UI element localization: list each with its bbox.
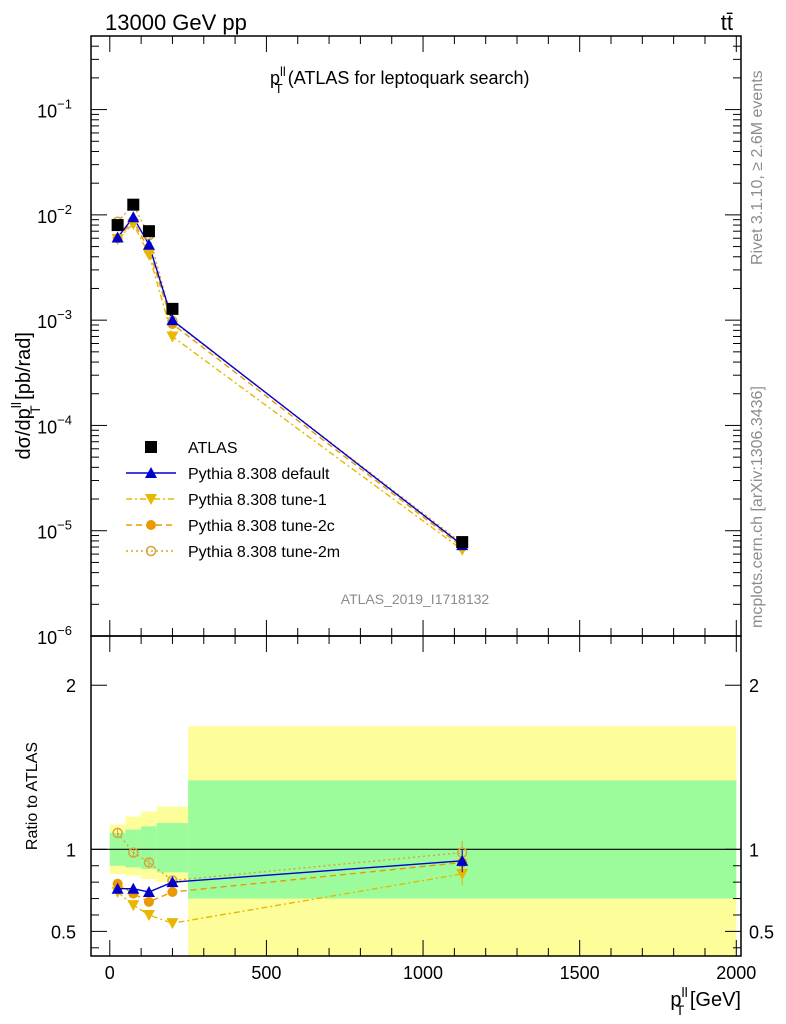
title-sup: ll bbox=[280, 64, 286, 79]
ratio-ytick-label-right: 2 bbox=[749, 676, 759, 696]
ratio-line-4 bbox=[117, 832, 463, 882]
ratio-point-2-1 bbox=[127, 900, 140, 912]
ratio-ytick-label-left: 2 bbox=[66, 676, 76, 696]
xlabel-sup: ll bbox=[682, 984, 688, 1000]
header-right: tt̄ bbox=[721, 10, 733, 35]
xlabel: pll T [GeV] bbox=[670, 984, 741, 1018]
ratio-plot-frame bbox=[90, 635, 742, 957]
ylabel-b: [pb/rad] bbox=[13, 332, 35, 405]
ratio-plot-area bbox=[91, 726, 741, 956]
ylabel-sup: ll bbox=[8, 402, 24, 408]
ratio-plot-marks bbox=[111, 827, 469, 930]
legend-marker-1 bbox=[145, 467, 157, 478]
mcplots-label: mcplots.cern.ch [arXiv:1306.3436] bbox=[749, 386, 766, 628]
xtick-label: 0 bbox=[105, 963, 115, 983]
ratio-point-2-2 bbox=[142, 909, 155, 921]
series-1-point-2 bbox=[142, 238, 155, 250]
legend-label-3: Pythia 8.308 tune-2c bbox=[188, 518, 335, 535]
ratio-ytick-label-right: 1 bbox=[749, 840, 759, 860]
ratio-point-1-0 bbox=[111, 882, 124, 894]
ratio-ytick-label-left: 0.5 bbox=[51, 922, 76, 942]
main-ytick-label: 10−2 bbox=[37, 202, 72, 227]
ratio-ytick-label-left: 1 bbox=[66, 840, 76, 860]
series-line-3 bbox=[117, 219, 463, 548]
legend-label-2: Pythia 8.308 tune-1 bbox=[188, 492, 327, 509]
legend-label-0: ATLAS bbox=[188, 440, 238, 457]
ratio-point-4-1 bbox=[128, 847, 139, 858]
legend-marker-0 bbox=[145, 441, 157, 453]
ratio-point-2-4 bbox=[456, 868, 469, 880]
ratio-point-1-3 bbox=[166, 876, 179, 888]
title-sub: T bbox=[275, 81, 283, 96]
ratio-line-3 bbox=[117, 861, 463, 903]
main-ytick-label: 10−4 bbox=[37, 412, 72, 437]
ratio-point-1-1 bbox=[127, 882, 140, 894]
main-ytick-label: 10−3 bbox=[37, 307, 72, 332]
main-axes: 10−6 10−5 10−4 10−3 10−2 10−1 bbox=[37, 35, 741, 648]
ratio-ylabel: Ratio to ATLAS bbox=[24, 742, 41, 850]
ratio-point-3-2 bbox=[143, 896, 154, 907]
series-0-point-0 bbox=[111, 219, 124, 232]
ylabel-a: dσ/dp bbox=[13, 408, 35, 459]
ratio-point-4-0 bbox=[112, 827, 123, 839]
legend-label-4: Pythia 8.308 tune-2m bbox=[188, 544, 340, 561]
xtick-label: 2000 bbox=[716, 963, 756, 983]
ratio-point-3-3 bbox=[167, 887, 178, 897]
legend: ATLAS Pythia 8.308 default Pythia 8.308 tu… bbox=[126, 440, 340, 561]
series-0-point-2 bbox=[142, 225, 155, 238]
main-title: pll T (ATLAS for leptoquark search) bbox=[270, 64, 530, 96]
series-1-point-0 bbox=[111, 231, 124, 243]
band-inner-2 bbox=[141, 826, 157, 870]
title-p: p bbox=[270, 68, 280, 88]
main-ytick-label: 10−6 bbox=[37, 623, 72, 648]
series-0-point-4 bbox=[456, 536, 469, 549]
ratio-point-4-2 bbox=[143, 857, 155, 868]
xtick-label: 500 bbox=[251, 963, 281, 983]
legend-marker-3 bbox=[146, 520, 156, 530]
main-ytick-label: 10−1 bbox=[37, 97, 72, 122]
rivet-label: Rivet 3.1.10, ≥ 2.6M events bbox=[749, 70, 766, 265]
ratio-ytick-label-right: 0.5 bbox=[749, 922, 774, 942]
series-1-point-1 bbox=[127, 211, 140, 223]
header-left: 13000 GeV pp bbox=[105, 10, 247, 35]
legend-marker-2 bbox=[145, 494, 157, 505]
series-1-point-3 bbox=[166, 314, 179, 326]
main-plot-marks bbox=[111, 198, 469, 556]
series-2-point-2 bbox=[142, 249, 155, 261]
xlabel-a: p bbox=[670, 989, 681, 1011]
legend-label-1: Pythia 8.308 default bbox=[188, 466, 330, 483]
title-rest: (ATLAS for leptoquark search) bbox=[283, 68, 530, 88]
analysis-watermark: ATLAS_2019_I1718132 bbox=[341, 591, 490, 607]
series-0-point-3 bbox=[166, 302, 179, 315]
xlabel-b: [GeV] bbox=[684, 989, 741, 1011]
xtick-label: 1000 bbox=[403, 963, 443, 983]
ratio-point-2-3 bbox=[166, 918, 179, 930]
series-2-point-3 bbox=[166, 331, 179, 343]
ratio-axes: 0.5 0.5 1 1 2 2 0 500 1000 1500 2000 bbox=[51, 636, 774, 983]
band-inner-3 bbox=[156, 823, 189, 873]
ratio-point-1-2 bbox=[142, 886, 155, 897]
ratio-point-1-4 bbox=[456, 854, 469, 866]
legend-marker-4 bbox=[145, 545, 157, 557]
ylabel-sub: T bbox=[27, 405, 43, 414]
main-ylabel: dσ/dpllT [pb/rad] bbox=[8, 332, 43, 459]
xlabel-sub: T bbox=[676, 1002, 685, 1018]
xtick-label: 1500 bbox=[560, 963, 600, 983]
main-ytick-label: 10−5 bbox=[37, 518, 72, 543]
series-0-point-1 bbox=[127, 198, 140, 211]
